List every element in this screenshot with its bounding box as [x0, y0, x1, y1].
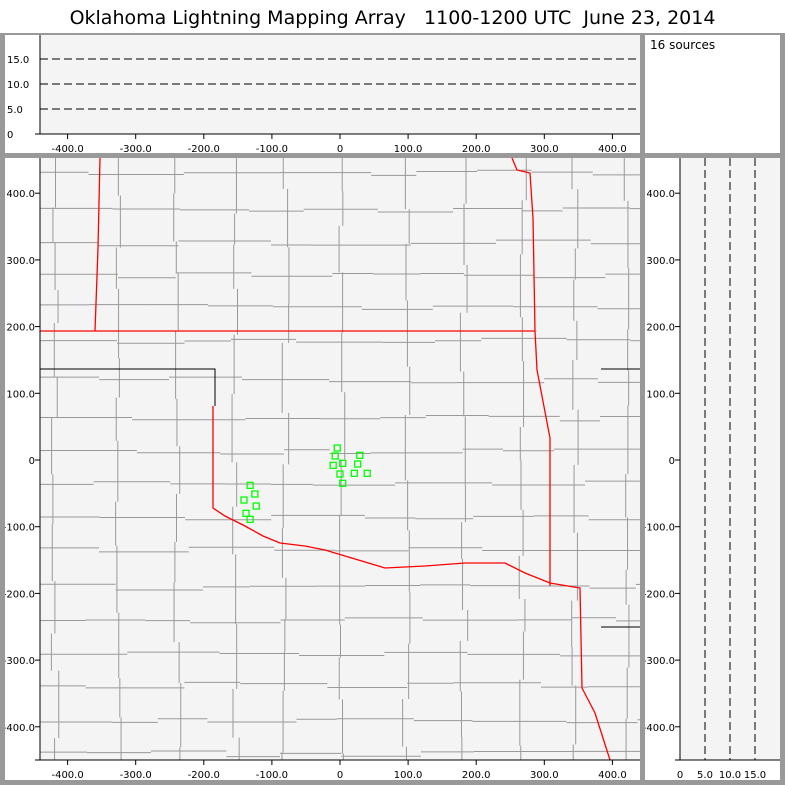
plot-background: [40, 158, 640, 760]
x-tick-label: 300.0: [530, 770, 559, 780]
y-tick-label: 100.0: [6, 389, 35, 400]
y-tick-label: -300.0: [645, 656, 675, 667]
x-tick-label: 200.0: [462, 770, 491, 780]
x-tick-label: 100.0: [394, 770, 423, 780]
y-tick-label: -200.0: [5, 589, 35, 600]
lightning-source: [339, 479, 347, 487]
lightning-source: [363, 469, 371, 477]
lightning-source: [350, 469, 358, 477]
y-tick-label: -100.0: [645, 523, 675, 534]
lightning-source: [356, 451, 364, 459]
lightning-source: [252, 502, 260, 510]
x-tick-label: 100.0: [394, 144, 423, 153]
y-tick-label: 100.0: [646, 389, 675, 400]
x-tick-label: 0: [337, 144, 343, 153]
lightning-source: [336, 470, 344, 478]
altitude-tick-label: 0: [677, 770, 683, 780]
y-tick-label: 0: [669, 456, 675, 467]
x-tick-label: -200.0: [188, 770, 220, 780]
lightning-source: [333, 444, 341, 452]
state-border: [212, 406, 611, 761]
y-tick-label: 300.0: [6, 256, 35, 267]
x-tick-label: -400.0: [51, 144, 83, 153]
state-border: [511, 158, 551, 586]
x-tick-label: -100.0: [256, 144, 288, 153]
source-count: 16 sources: [650, 38, 716, 52]
altitude-tick-label: 5.0: [697, 770, 713, 780]
y-tick-label: -300.0: [5, 656, 35, 667]
page-title: Oklahoma Lightning Mapping Array 1100-12…: [0, 0, 785, 33]
x-tick-label: 400.0: [598, 144, 627, 153]
altitude-north-plot: 400.0 300.0 200.0 100.0 0 -100.0 -200.0 -300.0 -…: [645, 158, 780, 780]
x-tick-label: 0: [337, 770, 343, 780]
altitude-tick-label: 15.0: [7, 55, 29, 66]
y-tick-label: 200.0: [6, 323, 35, 334]
lightning-source: [246, 515, 254, 524]
lightning-source: [251, 490, 259, 498]
altitude-vs-east-panel: 0 5.0 10.0 15.0 -400.0 -300.0 -200.0 -100.0 0 100…: [5, 35, 640, 153]
y-tick-label: 400.0: [6, 189, 35, 200]
y-tick-label: -400.0: [5, 723, 35, 734]
lightning-source: [331, 452, 339, 460]
x-tick-label: -100.0: [256, 770, 288, 780]
x-tick-label: -300.0: [120, 144, 152, 153]
altitude-tick-label: 5.0: [7, 105, 23, 116]
altitude-tick-label: 15.0: [744, 770, 766, 780]
state-border-texas-panhandle: [40, 368, 216, 406]
y-tick-label: -100.0: [5, 523, 35, 534]
altitude-tick-label: 10.0: [719, 770, 741, 780]
north-vs-altitude-panel: 400.0 300.0 200.0 100.0 0 -100.0 -200.0 -300.0 -…: [645, 158, 780, 780]
lightning-source: [329, 461, 337, 469]
lightning-source: [354, 460, 362, 468]
x-tick-label: 300.0: [530, 144, 559, 153]
altitude-tick-label: 10.0: [7, 80, 29, 91]
x-tick-label: -300.0: [120, 770, 152, 780]
y-tick-label: 400.0: [646, 189, 675, 200]
plan-view-map[interactable]: 400.0 300.0 200.0 100.0 0 -100.0 -200.0 -300.0 -…: [5, 158, 640, 780]
y-tick-label: 0: [29, 456, 35, 467]
y-tick-label: -400.0: [645, 723, 675, 734]
y-tick-label: 200.0: [646, 323, 675, 334]
lightning-source: [246, 481, 254, 489]
x-tick-label: 200.0: [462, 144, 491, 153]
x-tick-label: 400.0: [598, 770, 627, 780]
info-panel: 16 sources: [645, 35, 780, 153]
lightning-source: [339, 459, 347, 467]
state-border: [94, 158, 101, 332]
altitude-tick-label: 0: [7, 130, 13, 141]
y-tick-label: 300.0: [646, 256, 675, 267]
x-tick-label: -200.0: [188, 144, 220, 153]
map-plot: 400.0 300.0 200.0 100.0 0 -100.0 -200.0 -300.0 -…: [5, 158, 640, 780]
lightning-source: [242, 509, 250, 518]
y-tick-label: -200.0: [645, 589, 675, 600]
x-tick-label: -400.0: [51, 770, 83, 780]
lightning-source: [240, 496, 248, 504]
altitude-east-plot: 0 5.0 10.0 15.0 -400.0 -300.0 -200.0 -100.0 0 100…: [7, 35, 640, 153]
